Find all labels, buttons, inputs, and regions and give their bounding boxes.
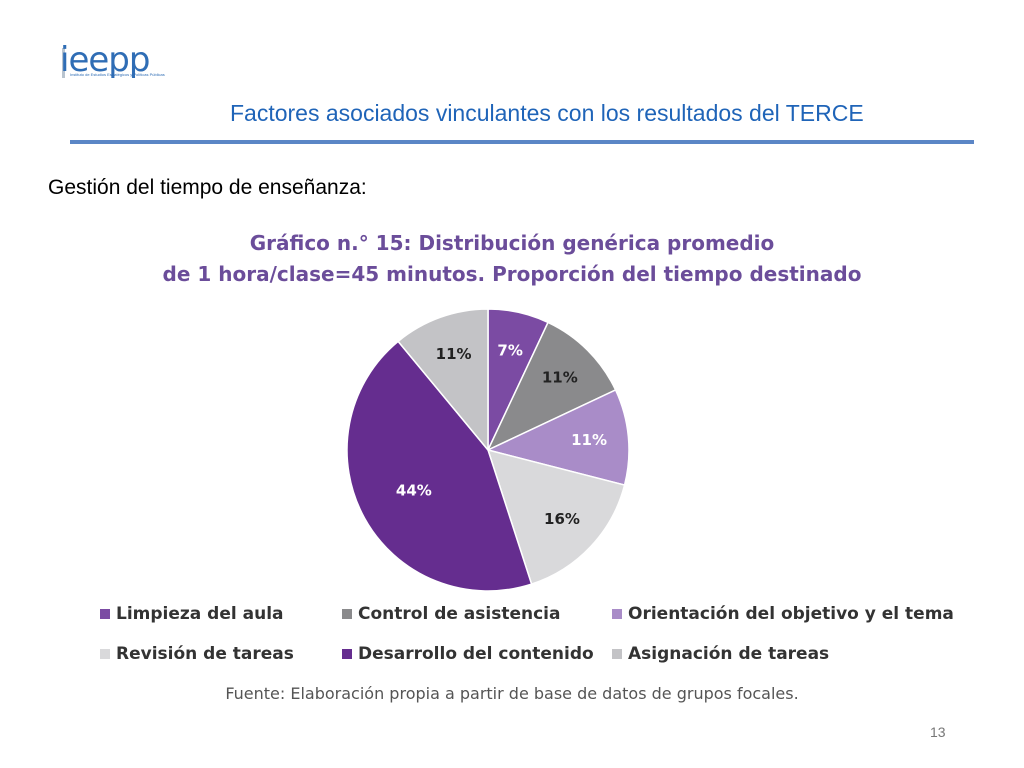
pie-slice-label-1: 7%	[497, 341, 522, 359]
legend-item-1: Limpieza del aula	[100, 604, 284, 624]
pie-slice-6	[397, 308, 489, 453]
logo-bar	[62, 48, 65, 78]
legend-item-5: Desarrollo del contenido	[342, 644, 594, 664]
legend-label: Control de asistencia	[358, 604, 561, 624]
pie-slice-4	[486, 448, 626, 586]
slide-subtitle: Gestión del tiempo de enseñanza:	[48, 176, 367, 199]
ieepp-logo: ieepp Instituto de Estudios Estratégicos…	[60, 40, 170, 85]
logo-subtext: Instituto de Estudios Estratégicos y Pol…	[70, 72, 165, 77]
pie-slice-label-3: 11%	[571, 431, 607, 449]
legend-label: Asignación de tareas	[628, 644, 830, 664]
legend-item-6: Asignación de tareas	[612, 644, 829, 664]
chart-source: Fuente: Elaboración propia a partir de b…	[225, 684, 799, 703]
legend-swatch	[100, 649, 110, 659]
chart-legend: Limpieza del aula Control de asistencia Or…	[100, 604, 980, 664]
pie-slice-2	[486, 321, 617, 452]
pie-slice-label-2: 11%	[542, 369, 578, 387]
legend-label: Orientación del objetivo y el tema	[628, 604, 954, 624]
title-divider	[70, 140, 974, 144]
pie-slice-label-4: 16%	[544, 510, 580, 528]
slide-title: Factores asociados vinculantes con los r…	[230, 100, 864, 126]
pie-slice-3	[485, 388, 630, 486]
legend-item-2: Control de asistencia	[342, 604, 560, 624]
pie-slice-5	[346, 340, 533, 592]
legend-swatch	[612, 649, 622, 659]
legend-item-4: Revisión de tareas	[100, 644, 294, 664]
pie-chart: 7% 11% 11% 16% 44% 11%	[346, 308, 630, 592]
pie-slice-label-5: 44%	[396, 481, 432, 499]
pie-slice-label-6: 11%	[436, 345, 472, 363]
legend-label: Desarrollo del contenido	[358, 644, 594, 664]
chart-title-line-2: de 1 hora/clase=45 minutos. Proporción d…	[162, 262, 862, 286]
chart-title: Gráfico n.° 15: Distribución genérica pr…	[120, 228, 904, 290]
legend-swatch	[100, 609, 110, 619]
legend-item-3: Orientación del objetivo y el tema	[612, 604, 954, 624]
legend-label: Limpieza del aula	[116, 604, 284, 624]
chart-title-line-1: Gráfico n.° 15: Distribución genérica pr…	[249, 231, 775, 255]
logo-text: ieepp	[60, 40, 150, 80]
legend-label: Revisión de tareas	[116, 644, 294, 664]
page-number: 13	[930, 724, 946, 740]
legend-swatch	[342, 609, 352, 619]
legend-swatch	[342, 649, 352, 659]
legend-swatch	[612, 609, 622, 619]
